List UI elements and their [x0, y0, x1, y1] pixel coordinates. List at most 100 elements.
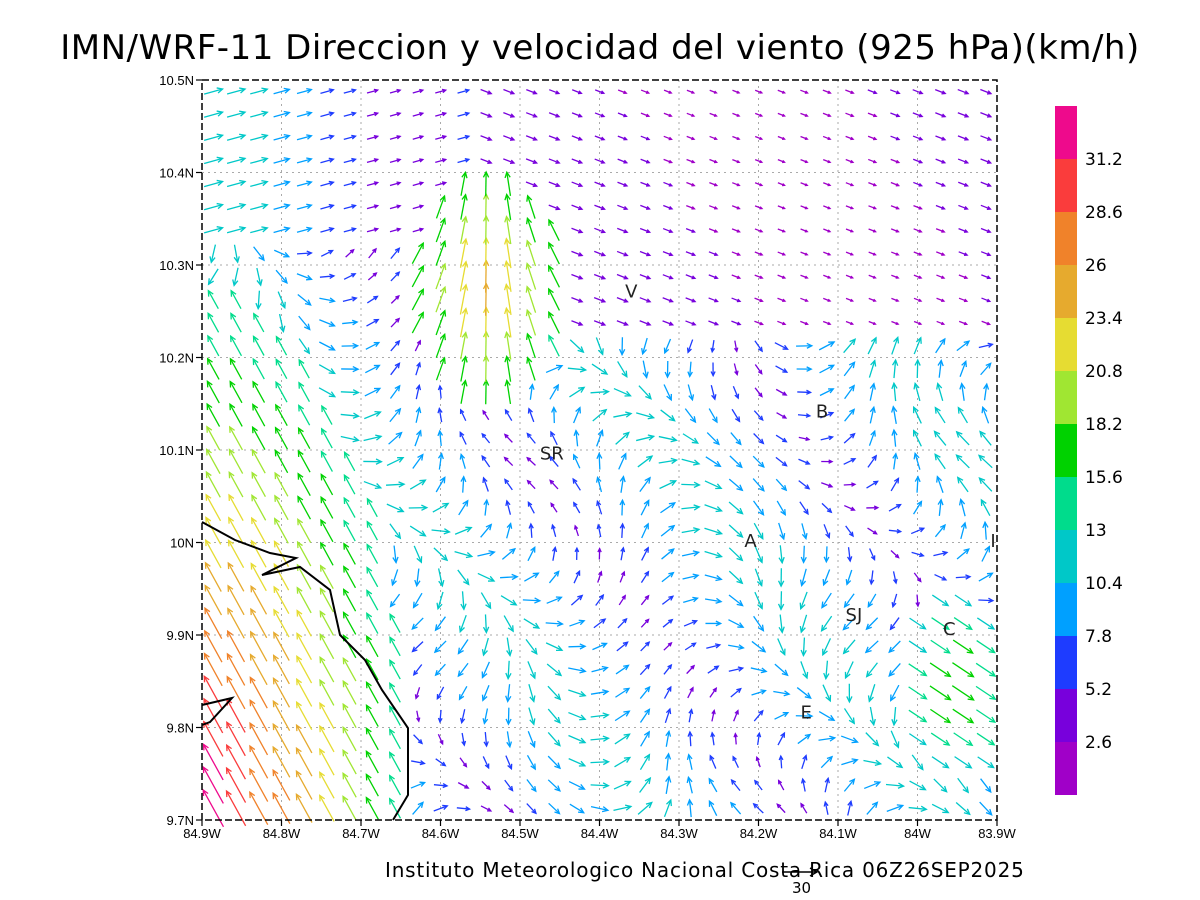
- wind-vector: [203, 87, 225, 95]
- wind-vector: [250, 584, 268, 615]
- wind-vector: [818, 711, 836, 722]
- wind-vector: [981, 297, 992, 303]
- wind-vector: [275, 335, 288, 356]
- wind-vector: [457, 639, 469, 655]
- wind-vector: [365, 364, 381, 374]
- wind-vector: [320, 518, 334, 543]
- wind-vector: [728, 501, 744, 515]
- wind-vector: [756, 731, 762, 746]
- wind-vector: [548, 310, 560, 334]
- wind-vector: [819, 388, 835, 397]
- wind-vector: [911, 551, 925, 558]
- wind-vector: [204, 606, 223, 639]
- wind-vector: [342, 795, 357, 821]
- wind-vector: [504, 306, 512, 338]
- wind-vector: [913, 205, 923, 210]
- wind-vector: [571, 273, 584, 280]
- city-label: SR: [540, 443, 564, 464]
- wind-vector: [823, 660, 830, 681]
- wind-vector: [571, 227, 584, 234]
- wind-vector: [936, 382, 944, 401]
- wind-vector: [929, 685, 952, 701]
- wind-vector: [620, 546, 626, 561]
- wind-vector: [686, 798, 694, 818]
- wind-vector: [844, 408, 856, 422]
- wind-vector: [890, 158, 901, 164]
- wind-vector: [869, 405, 876, 424]
- wind-vector: [503, 135, 516, 141]
- wind-vector: [845, 182, 855, 187]
- wind-vector: [548, 570, 560, 584]
- wind-vector: [548, 241, 560, 265]
- wind-vector: [249, 698, 268, 732]
- wind-vector: [226, 156, 247, 165]
- wind-vector: [891, 320, 900, 325]
- wind-vector: [251, 494, 267, 521]
- wind-vector: [618, 452, 627, 470]
- wind-vector: [597, 570, 603, 583]
- wind-vector: [249, 653, 268, 686]
- wind-vector: [681, 458, 701, 466]
- wind-vector: [435, 88, 448, 94]
- wind-vector: [775, 434, 788, 443]
- wind-vector: [914, 475, 921, 493]
- footer-credit: Instituto Meteorologico Nacional Costa R…: [385, 858, 1025, 882]
- wind-vector: [731, 205, 741, 210]
- wind-vector: [911, 754, 924, 771]
- wind-vector: [730, 687, 742, 698]
- wind-vector: [978, 597, 995, 604]
- wind-vector: [913, 382, 921, 402]
- wind-vector: [751, 640, 767, 653]
- wind-vector: [616, 227, 629, 234]
- wind-vector: [822, 135, 832, 141]
- wind-vector: [255, 290, 262, 311]
- wind-vector: [935, 228, 946, 233]
- city-label: B: [816, 402, 828, 423]
- wind-vector: [228, 470, 244, 498]
- wind-vector: [459, 260, 469, 292]
- wind-vector: [202, 743, 224, 781]
- wind-vector: [731, 251, 742, 256]
- wind-vector: [845, 89, 855, 95]
- wind-vector: [706, 643, 722, 649]
- wind-vector: [571, 181, 584, 188]
- city-label: I: [990, 531, 995, 552]
- wind-vector: [615, 664, 630, 675]
- wind-vector: [503, 433, 513, 443]
- wind-vector: [526, 754, 536, 771]
- wind-vector: [320, 203, 335, 210]
- chart-title: IMN/WRF-11 Direccion y velocidad del vie…: [60, 28, 1140, 68]
- wind-vector: [975, 662, 997, 677]
- wind-vector: [319, 297, 336, 304]
- wind-vector: [982, 520, 989, 540]
- wind-vector: [617, 204, 629, 211]
- wind-vector: [867, 454, 878, 468]
- wind-vector: [319, 747, 335, 776]
- wind-vector: [412, 204, 425, 210]
- wind-vector: [613, 411, 633, 418]
- wind-vector: [823, 524, 831, 539]
- wind-vector: [846, 683, 853, 704]
- wind-vector: [319, 273, 336, 280]
- wind-vector: [363, 434, 383, 442]
- wind-vector: [823, 228, 832, 233]
- wind-vector: [457, 157, 471, 164]
- wind-vector: [640, 730, 650, 747]
- wind-vector: [364, 410, 382, 420]
- wind-vector: [909, 780, 927, 791]
- wind-vector: [459, 283, 469, 315]
- wind-vector: [777, 89, 787, 94]
- wind-vector: [249, 767, 269, 802]
- wind-vector: [504, 237, 512, 269]
- wind-vector: [912, 135, 924, 141]
- wind-vector: [936, 297, 946, 302]
- wind-vector: [389, 158, 402, 163]
- wind-vector: [414, 687, 421, 700]
- wind-vector: [320, 88, 335, 94]
- wind-vector: [708, 320, 720, 326]
- wind-vector: [637, 455, 654, 468]
- coastline-peninsula: [201, 696, 235, 726]
- wind-vector: [823, 182, 832, 187]
- wind-vector: [980, 204, 992, 210]
- wind-vector: [459, 408, 467, 422]
